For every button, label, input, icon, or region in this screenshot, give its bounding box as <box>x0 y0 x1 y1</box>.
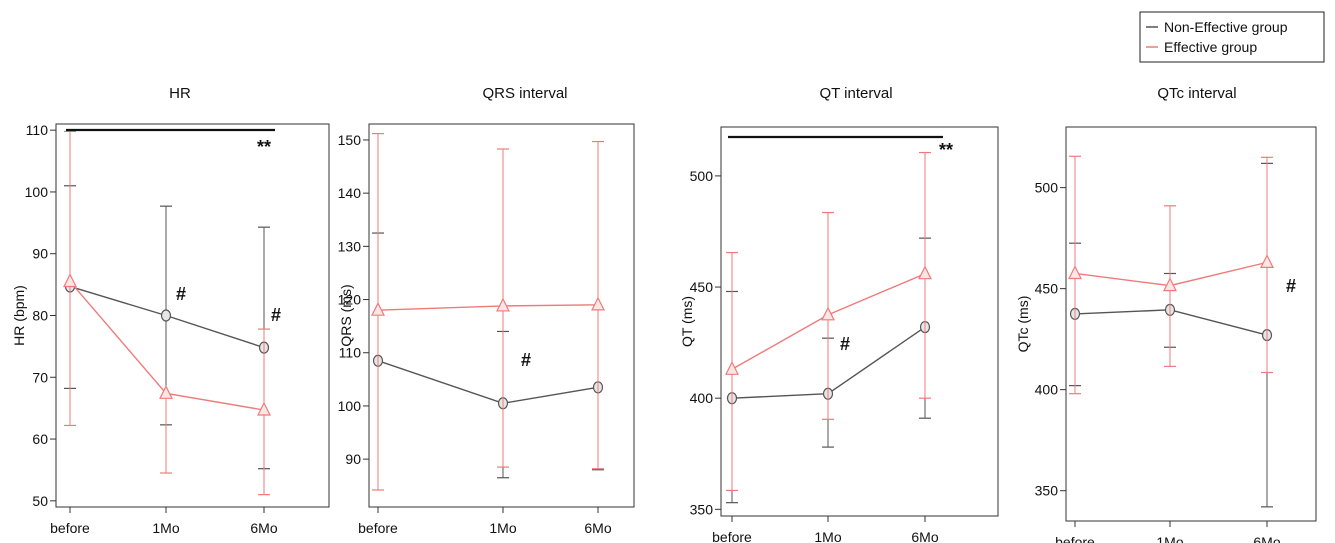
y-tick-label: 80 <box>32 308 48 324</box>
data-point <box>918 265 932 280</box>
significance-stars: ** <box>257 137 271 157</box>
data-point <box>1163 277 1177 292</box>
y-tick-label: 400 <box>690 390 714 406</box>
series-non-effective <box>64 185 270 470</box>
series-effective <box>725 151 932 492</box>
x-tick-label: before <box>358 520 398 536</box>
x-tick-label: 6Mo <box>584 520 611 536</box>
significance-hash: # <box>521 350 531 370</box>
x-tick-label: 1Mo <box>1156 534 1183 543</box>
x-tick-label: 6Mo <box>250 520 277 536</box>
y-tick-label: 130 <box>338 238 362 254</box>
plot-frame <box>368 123 635 508</box>
y-tick-label: 50 <box>32 493 48 509</box>
y-tick-label: 120 <box>338 292 362 308</box>
significance-hash: # <box>176 284 186 304</box>
y-tick-label: 110 <box>26 122 49 138</box>
panel-title: QT interval <box>819 85 892 102</box>
series-effective <box>1068 155 1274 395</box>
x-tick-label: 6Mo <box>911 529 938 543</box>
y-tick-label: 60 <box>32 431 48 447</box>
y-tick-label: 110 <box>339 345 362 361</box>
series-non-effective <box>1069 162 1273 508</box>
legend-label-effective: Effective group <box>1164 39 1257 55</box>
data-point <box>821 306 835 321</box>
x-tick-label: 1Mo <box>814 529 841 543</box>
y-tick-label: 100 <box>25 184 49 200</box>
series-non-effective <box>372 232 604 479</box>
y-tick-label: 140 <box>338 185 362 201</box>
data-point <box>1068 265 1082 280</box>
series-effective <box>371 132 605 491</box>
y-axis-label: QRS (ms) <box>338 284 354 346</box>
y-axis-label: QT (ms) <box>679 296 695 347</box>
y-tick-label: 100 <box>338 398 362 414</box>
significance-hash: # <box>840 334 850 354</box>
data-point <box>159 384 173 399</box>
y-tick-label: 350 <box>1035 483 1059 499</box>
y-tick-label: 450 <box>1035 281 1059 297</box>
y-tick-label: 450 <box>690 279 714 295</box>
x-tick-label: before <box>712 529 752 543</box>
panels: HR HR (bpm) 50 60 70 80 90 100 110 before 1Mo 6Mo # #… <box>11 85 1317 543</box>
plot-frame <box>55 123 330 508</box>
series-line <box>377 360 599 404</box>
x-tick-label: before <box>50 520 90 536</box>
data-point <box>1260 254 1274 268</box>
data-point <box>160 309 172 322</box>
y-tick-label: 350 <box>690 501 714 517</box>
plot-frame <box>720 126 999 517</box>
x-tick-label: 6Mo <box>1253 534 1280 543</box>
data-point <box>63 273 77 288</box>
x-tick-label: 1Mo <box>152 520 179 536</box>
series-line <box>377 304 599 311</box>
y-tick-label: 500 <box>690 168 714 184</box>
y-tick-label: 400 <box>1035 382 1059 398</box>
panel-title: HR <box>169 85 191 102</box>
x-tick-label: 1Mo <box>489 520 516 536</box>
y-axis-label: QTc (ms) <box>1015 296 1031 353</box>
data-point <box>257 401 271 416</box>
plot-frame <box>1065 126 1317 522</box>
y-tick-label: 500 <box>1035 180 1059 196</box>
legend-box <box>1139 11 1325 63</box>
y-tick-label: 90 <box>32 246 48 262</box>
series-effective <box>63 130 271 496</box>
panel-4: QTc interval QTc (ms) 350 400 450 500 before 1M… <box>1015 85 1317 543</box>
significance-hash: # <box>1286 276 1296 296</box>
y-axis-label: HR (bpm) <box>11 285 27 346</box>
data-point <box>725 360 739 375</box>
panel-title: QRS interval <box>482 85 567 102</box>
panel-title: QTc interval <box>1157 85 1236 102</box>
data-point <box>371 301 385 316</box>
panel-3: QT interval QT (ms) 350 400 450 500 before 1Mo 6… <box>679 85 999 543</box>
panel-2: QRS interval QRS (ms) 90 100 110 120 130 140 150… <box>338 85 635 536</box>
data-point <box>591 296 605 311</box>
data-point <box>496 297 510 312</box>
panel-1: HR HR (bpm) 50 60 70 80 90 100 110 before 1Mo 6Mo # #… <box>11 85 330 536</box>
y-tick-label: 150 <box>338 132 362 148</box>
legend-label-non-effective: Non-Effective group <box>1164 19 1288 35</box>
significance-stars: ** <box>939 140 953 160</box>
significance-hash: # <box>271 305 281 325</box>
legend: Non-Effective group Effective group <box>1139 11 1325 63</box>
y-tick-label: 70 <box>32 369 48 385</box>
x-tick-label: before <box>1055 534 1095 543</box>
y-tick-label: 90 <box>345 451 361 467</box>
